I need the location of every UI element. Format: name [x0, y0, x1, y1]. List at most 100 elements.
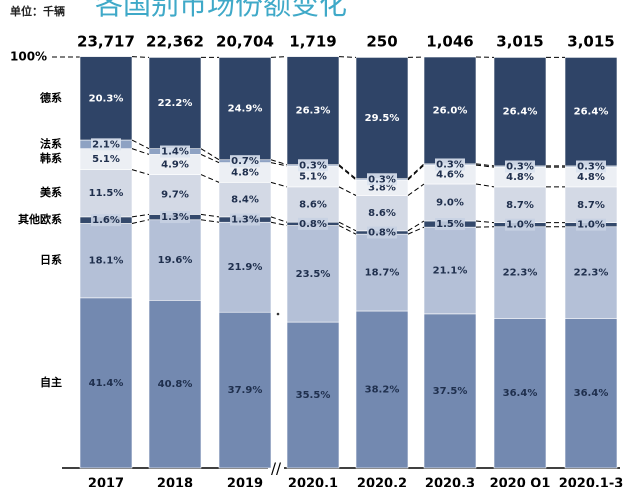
value-label: 24.9%	[228, 104, 263, 115]
bar-segment	[286, 321, 340, 469]
value-label: 4.8%	[506, 172, 534, 183]
bar-segment	[493, 186, 547, 223]
value-label: 5.1%	[92, 154, 120, 165]
value-label: 26.0%	[433, 105, 468, 116]
value-label: 0.3%	[368, 174, 396, 185]
value-label: 11.5%	[89, 188, 124, 199]
value-label: 5.1%	[299, 171, 327, 182]
bar-segment	[493, 57, 547, 167]
connector	[270, 159, 288, 166]
bar-segment	[218, 221, 272, 313]
bar-segment	[218, 182, 272, 218]
value-label: 36.4%	[503, 388, 538, 399]
legend-label: 其他欧系	[18, 212, 62, 226]
value-label: 29.5%	[365, 113, 400, 124]
value-label: 0.8%	[299, 219, 327, 230]
x-tick-label: 2020 Q1	[490, 477, 551, 487]
value-label: 8.7%	[577, 200, 605, 211]
value-label: 0.3%	[436, 159, 464, 170]
label-box	[576, 160, 606, 173]
connector	[270, 221, 288, 226]
connector	[131, 56, 150, 58]
connector	[338, 225, 357, 235]
connector	[270, 162, 288, 167]
x-tick-label: 2020.1	[288, 477, 338, 487]
value-label: 1.0%	[577, 220, 605, 231]
value-label: 38.2%	[365, 384, 400, 395]
value-label: 0.3%	[577, 162, 605, 173]
value-label: 4.8%	[577, 172, 605, 183]
total-label: 1,046	[426, 33, 473, 51]
bar-segment	[286, 56, 340, 165]
label-box	[435, 158, 465, 171]
bar-segment	[79, 169, 133, 218]
value-label: 21.9%	[228, 262, 263, 273]
connector	[200, 153, 220, 164]
label-box	[160, 145, 190, 158]
bar-segment	[423, 183, 477, 222]
total-label: 22,362	[146, 33, 204, 51]
bar-segment	[286, 225, 340, 323]
value-label: 19.6%	[158, 255, 193, 266]
value-label: 18.7%	[365, 268, 400, 279]
value-label: 9.0%	[436, 197, 464, 208]
connector	[131, 169, 150, 176]
bar-segment	[79, 56, 133, 141]
x-tick-label: 2018	[157, 477, 193, 487]
value-label: 1.4%	[161, 147, 189, 158]
value-label: 41.4%	[89, 378, 124, 389]
connector	[131, 213, 150, 218]
total-label: 3,015	[567, 33, 614, 51]
dot	[276, 312, 280, 316]
label-box	[367, 173, 397, 186]
value-label: 1.5%	[436, 219, 464, 230]
bar-segment	[355, 195, 409, 232]
legend-label: 日系	[40, 253, 62, 267]
bar-segment	[493, 318, 547, 469]
bar-segment	[148, 57, 202, 149]
axis-break: //	[271, 460, 282, 478]
bar-segment	[564, 318, 618, 469]
connector	[338, 164, 357, 180]
value-label: 8.6%	[299, 200, 327, 211]
value-label: 0.3%	[299, 160, 327, 171]
connector	[475, 164, 495, 168]
x-tick-label: 2017	[88, 477, 124, 487]
value-label: 1.3%	[231, 215, 259, 226]
connector	[200, 213, 220, 218]
total-label: 250	[366, 33, 397, 51]
label-box	[160, 211, 190, 224]
value-label: 22.3%	[503, 268, 538, 279]
value-label: 35.5%	[296, 390, 331, 401]
bar-segment	[218, 311, 272, 469]
value-label: 9.7%	[161, 189, 189, 200]
bar-segment	[423, 56, 477, 165]
bar-segment	[218, 57, 272, 161]
value-label: 3.8%	[368, 183, 396, 194]
bar-segment	[148, 174, 202, 215]
connector	[407, 183, 425, 196]
connector	[270, 216, 288, 223]
bar-segment	[79, 297, 133, 469]
value-label: 1.3%	[161, 212, 189, 223]
value-label: 36.4%	[574, 388, 609, 399]
connector	[200, 148, 220, 161]
value-label: 1.0%	[506, 220, 534, 231]
total-label: 1,719	[289, 33, 336, 51]
bar-segment	[564, 57, 618, 167]
value-label: 26.3%	[296, 106, 331, 117]
value-label: 1.6%	[92, 215, 120, 226]
value-label: 26.4%	[503, 107, 538, 118]
value-label: 20.3%	[89, 93, 124, 104]
value-label: 26.4%	[574, 107, 609, 118]
value-label: 37.9%	[228, 385, 263, 396]
value-label: 8.6%	[368, 208, 396, 219]
legend-label: 美系	[40, 185, 62, 199]
value-label: 0.7%	[231, 156, 259, 167]
label-box	[298, 159, 328, 172]
connector	[407, 226, 425, 235]
bar-segment	[564, 186, 618, 223]
connector	[338, 165, 357, 181]
bar-segment	[423, 226, 477, 315]
bar-segment	[493, 226, 547, 319]
